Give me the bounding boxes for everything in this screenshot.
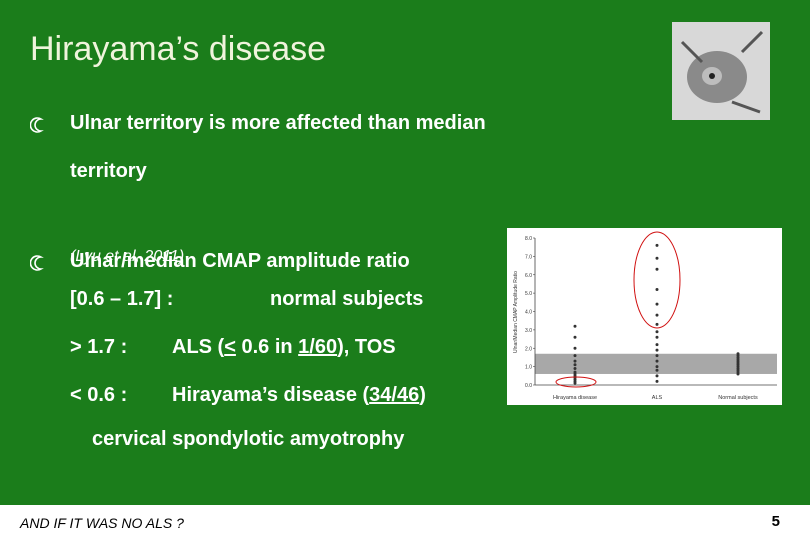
dot	[655, 335, 659, 339]
item-part: 1/60	[298, 336, 338, 358]
dot	[736, 352, 740, 356]
y-tick-label: 0.0	[525, 383, 532, 389]
item-part: 0.6 in	[235, 336, 299, 358]
bullet-line: Ulnar/median CMAP amplitude ratio	[70, 250, 410, 273]
item-part: ), TOS	[337, 336, 396, 358]
dot	[573, 359, 577, 363]
dot	[655, 330, 659, 334]
dot	[655, 302, 659, 306]
item-part: ALS (	[172, 336, 225, 358]
dot	[655, 368, 659, 372]
normal-band	[535, 353, 777, 374]
dot	[655, 348, 659, 352]
dot	[573, 324, 577, 328]
x-tick-label: Normal subjects	[718, 395, 758, 401]
figure: 0.0 1.0 2.0 3.0 4.0 5.0 6.0 7.0 8.0 Ulnar/Median …	[507, 228, 782, 405]
dot	[655, 365, 659, 369]
y-tick-label: 7.0	[525, 254, 532, 260]
slide-title: Hirayama’s disease	[30, 30, 327, 68]
dot	[573, 335, 577, 339]
dot	[655, 379, 659, 383]
note: cervical spondylotic amyotrophy	[92, 428, 405, 450]
dot	[573, 354, 577, 358]
bullet-icon	[30, 117, 44, 133]
highlight-als	[633, 231, 681, 329]
dot	[655, 343, 659, 347]
dot	[655, 374, 659, 378]
item-key: < 0.6 :	[70, 384, 128, 406]
bullet-text: territory	[70, 160, 147, 182]
dot	[655, 287, 659, 291]
dot	[655, 313, 659, 317]
x-tick-label: Hirayama disease	[553, 395, 597, 401]
item-desc: Hirayama’s disease (34/46)	[172, 384, 426, 407]
x-tick-label: ALS	[652, 395, 663, 401]
bullet-text: Ulnar territory is more affected than me…	[70, 112, 486, 134]
bullet-text: Ulnar/median CMAP amplitude ratio	[70, 250, 410, 272]
item-part: normal subjects	[270, 288, 424, 310]
y-tick-label: 8.0	[525, 236, 532, 242]
item-part: <	[224, 336, 236, 358]
y-tick-label: 3.0	[525, 328, 532, 334]
y-tick-label: 1.0	[525, 365, 532, 371]
y-tick-label: 4.0	[525, 310, 532, 316]
item-part: 34/46	[369, 384, 420, 406]
bullet-glyph	[30, 255, 44, 271]
page-number: 5	[771, 513, 780, 530]
y-axis-label: Ulnar/Median CMAP Amplitude Ratio	[513, 271, 519, 353]
micrograph	[672, 22, 770, 120]
dot	[655, 267, 659, 271]
highlight-hirayama	[555, 376, 597, 388]
citation: (Lyu et al, 2011)	[70, 248, 185, 265]
dot	[655, 322, 659, 326]
item-part: )	[419, 384, 426, 406]
item-key: > 1.7 :	[70, 336, 128, 358]
bullet-glyph	[30, 117, 44, 133]
dot	[573, 370, 577, 374]
y-tick-label: 6.0	[525, 273, 532, 279]
y-tick-label: 5.0	[525, 291, 532, 297]
bullet-line: territory	[70, 160, 147, 183]
dot	[573, 363, 577, 367]
footer: AND IF IT WAS NO ALS ? 5	[0, 505, 810, 540]
dot	[655, 359, 659, 363]
dot	[655, 256, 659, 260]
footer-text: AND IF IT WAS NO ALS ?	[20, 515, 184, 531]
dot	[573, 346, 577, 350]
figure-bg	[507, 228, 782, 405]
bullet-line: Ulnar territory is more affected than me…	[70, 112, 486, 135]
item-key: [0.6 – 1.7] :	[70, 288, 174, 310]
item-part: Hirayama’s disease (	[172, 384, 370, 406]
dot	[573, 366, 577, 370]
dot	[655, 354, 659, 358]
bullet-icon	[30, 255, 44, 271]
dot	[655, 243, 659, 247]
item-desc: normal subjects	[270, 288, 423, 311]
y-tick-label: 2.0	[525, 346, 532, 352]
item-desc: ALS (< 0.6 in 1/60), TOS	[172, 336, 396, 359]
